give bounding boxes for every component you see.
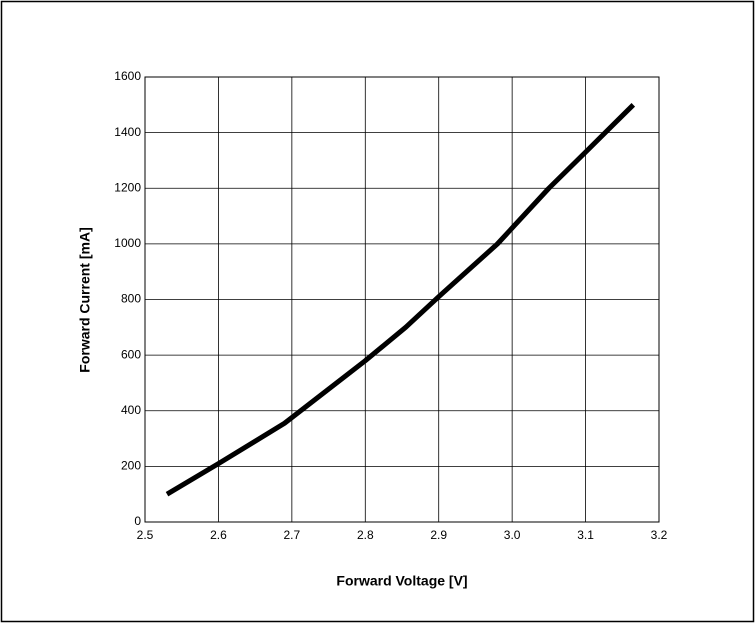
x-tick-label: 2.7 (284, 528, 301, 542)
y-tick-label: 400 (121, 403, 141, 417)
x-tick-label: 2.9 (430, 528, 447, 542)
y-tick-label: 800 (121, 292, 141, 306)
y-tick-label: 1600 (114, 69, 141, 83)
y-axis-title: Forward Current [mA] (77, 227, 93, 372)
y-tick-label: 200 (121, 459, 141, 473)
y-tick-label: 1400 (114, 125, 141, 139)
data-line (165, 103, 636, 497)
x-tick-label: 3.2 (651, 528, 668, 542)
x-tick-label: 2.8 (357, 528, 374, 542)
x-tick-label: 3.1 (577, 528, 594, 542)
y-tick-label: 600 (121, 347, 141, 361)
x-axis-title: Forward Voltage [V] (336, 573, 467, 589)
y-tick-label: 1200 (114, 180, 141, 194)
x-tick-label: 3.0 (504, 528, 521, 542)
plot-border (144, 76, 660, 523)
y-tick-label: 1000 (114, 236, 141, 250)
x-tick-label: 2.6 (210, 528, 227, 542)
y-tick-label: 0 (134, 514, 141, 528)
x-tick-label: 2.5 (137, 528, 154, 542)
